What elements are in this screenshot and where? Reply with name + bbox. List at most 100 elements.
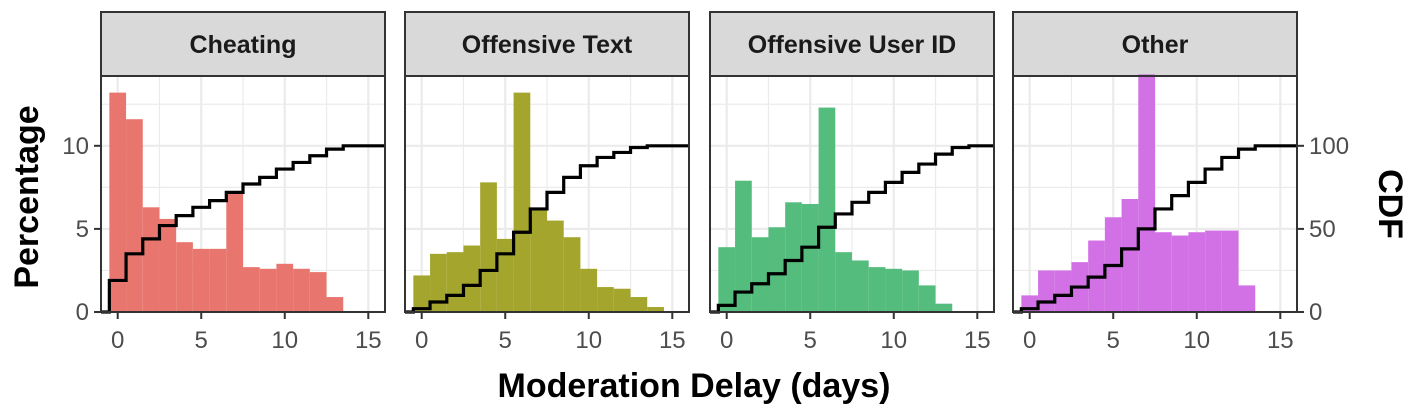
histogram-bar — [126, 119, 143, 312]
facet-panel-3: Other 0 5 10 15 — [1012, 11, 1298, 354]
histogram-bar — [142, 207, 160, 312]
x-axis-ticks: 0 5 10 15 — [415, 312, 686, 354]
histogram-bar — [446, 252, 464, 312]
panel-border — [1012, 75, 1298, 313]
panel-border — [709, 75, 995, 313]
facet-panel-1: Offensive Text 0 5 10 15 — [404, 11, 690, 354]
right-y-tick-label: 100 — [1309, 133, 1349, 160]
histogram-bar — [1054, 270, 1072, 312]
histogram-bar — [768, 227, 786, 312]
panel-border — [404, 75, 690, 313]
left-y-tick-label: 5 — [76, 216, 89, 243]
histogram-bar — [430, 253, 447, 312]
facet-strip — [404, 11, 690, 77]
histogram-bar — [613, 288, 631, 312]
right-y-tick-label: 50 — [1309, 216, 1336, 243]
right-y-tick-labels: 0 50 100 — [1297, 133, 1349, 326]
histogram-bar — [326, 297, 344, 312]
facet-panel-2: Offensive User ID 0 5 10 15 — [709, 11, 995, 354]
histogram-bar — [630, 297, 648, 312]
histogram-bar — [547, 220, 564, 312]
x-axis-ticks: 0 5 10 15 — [720, 312, 991, 354]
histogram-bar — [463, 245, 481, 312]
cdf-step-line — [710, 144, 994, 314]
facet-title: Cheating — [190, 31, 297, 59]
x-tick-label: 5 — [195, 327, 208, 354]
histogram-bar — [1238, 285, 1256, 312]
histogram-bar — [1205, 230, 1222, 312]
x-tick-label: 15 — [964, 327, 991, 354]
histogram-bar — [209, 248, 227, 312]
histogram-bar — [785, 202, 802, 312]
x-tick-label: 15 — [1267, 327, 1294, 354]
histogram-bar — [1188, 232, 1206, 312]
x-tick-label: 5 — [499, 327, 512, 354]
facet-strip — [1012, 11, 1298, 77]
histogram-bar — [513, 92, 531, 312]
cdf-step-line — [101, 144, 385, 314]
x-tick-label: 0 — [720, 327, 733, 354]
histogram-bar — [109, 92, 127, 312]
histogram-bar — [801, 203, 819, 312]
histogram-bar — [176, 242, 193, 312]
histogram-bar — [885, 268, 903, 312]
histogram-bar — [835, 252, 852, 312]
histogram-bar — [852, 260, 869, 312]
x-tick-label: 10 — [1183, 327, 1210, 354]
cdf-step-line — [1013, 144, 1297, 314]
x-axis-ticks: 0 5 10 15 — [111, 312, 382, 354]
histogram-bar — [918, 285, 936, 312]
histogram-bars — [718, 107, 953, 313]
x-tick-label: 0 — [1023, 327, 1036, 354]
x-tick-label: 10 — [271, 327, 298, 354]
histogram-bar — [1221, 230, 1239, 312]
facet-title: Other — [1122, 31, 1189, 59]
histogram-bar — [530, 208, 547, 312]
y-axis-title-right: CDF — [1371, 169, 1409, 239]
left-y-tick-label: 10 — [62, 133, 89, 160]
x-tick-label: 15 — [659, 327, 686, 354]
x-tick-label: 5 — [1107, 327, 1120, 354]
histogram-bar — [309, 272, 327, 312]
histogram-bar — [496, 238, 514, 312]
histogram-bar — [1171, 235, 1189, 312]
histogram-bar — [1138, 74, 1155, 312]
histogram-bar — [480, 182, 497, 312]
facet-title: Offensive Text — [462, 31, 633, 59]
x-axis-title: Moderation Delay (days) — [498, 367, 891, 405]
right-y-axis: 0 50 100 — [1297, 133, 1349, 326]
left-y-tick-labels: 0 5 10 — [62, 133, 101, 326]
cdf-step-line — [405, 144, 689, 314]
histogram-bar — [735, 180, 752, 312]
histogram-bar — [226, 192, 243, 312]
histogram-bar — [413, 275, 431, 312]
histogram-bar — [1038, 270, 1055, 312]
histogram-bar — [818, 107, 836, 313]
facet-strip — [100, 11, 386, 77]
facet-panel-0: Cheating 0 5 10 15 — [100, 11, 386, 354]
histogram-bar — [563, 237, 581, 312]
histogram-bar — [647, 307, 664, 312]
histogram-bar — [751, 237, 769, 312]
histogram-bar — [1155, 232, 1172, 312]
left-y-tick-label: 0 — [76, 299, 89, 326]
y-axis-title-left: Percentage — [8, 105, 46, 288]
histogram-bar — [259, 268, 277, 312]
histogram-bar — [718, 247, 736, 312]
x-tick-label: 0 — [415, 327, 428, 354]
x-tick-label: 10 — [880, 327, 907, 354]
x-tick-label: 0 — [111, 327, 124, 354]
histogram-bar — [159, 218, 177, 312]
histogram-bars — [109, 92, 344, 312]
histogram-bars — [413, 92, 664, 312]
left-y-axis: 0 5 10 — [62, 133, 101, 326]
histogram-bar — [597, 287, 614, 312]
histogram-bar — [293, 268, 310, 312]
histogram-bar — [243, 267, 260, 312]
right-y-tick-label: 0 — [1309, 299, 1322, 326]
histogram-bar — [1121, 198, 1139, 312]
x-axis-ticks: 0 5 10 15 — [1023, 312, 1294, 354]
x-tick-label: 5 — [804, 327, 817, 354]
